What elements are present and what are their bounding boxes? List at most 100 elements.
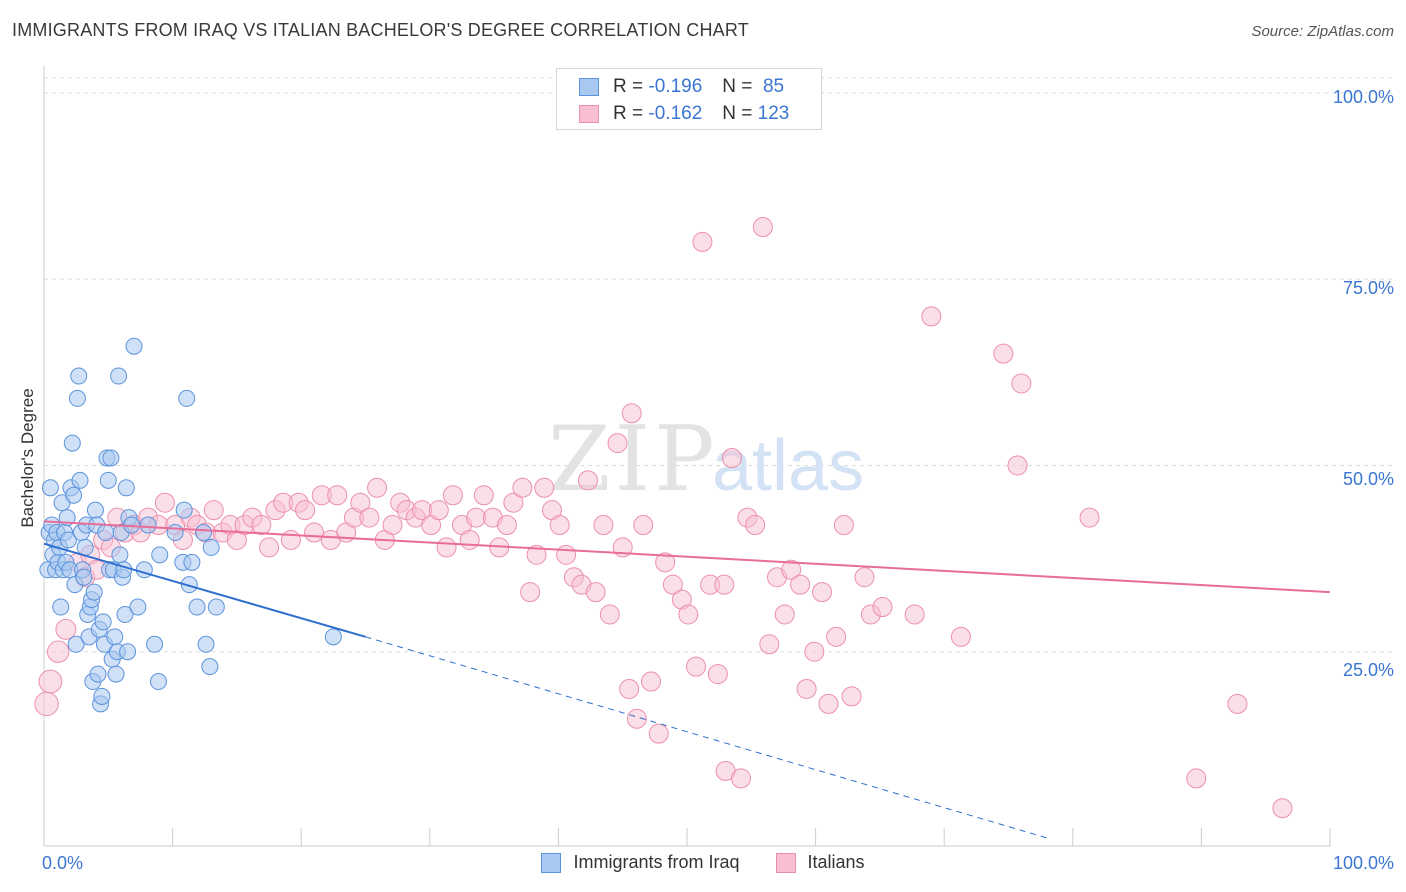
italians-point [251,515,272,536]
iraq-trend-extension [365,636,1048,839]
italians-point [722,448,743,468]
legend-r-value: -0.162 [648,103,703,124]
italians-point [350,492,371,513]
italians-point [781,559,802,580]
iraq-point [70,367,88,385]
italians-point [640,671,661,692]
italians-point [382,515,403,536]
italians-point [621,403,642,424]
italians-point [841,686,862,707]
italians-point [585,582,606,603]
italians-point [526,544,547,565]
legend-n-label: N = [722,76,753,97]
italians-point [359,507,380,528]
iraq-point [68,389,86,407]
italians-point [428,500,449,521]
italians-point [854,567,875,588]
italians-point [1272,798,1293,819]
italians-point [714,574,735,595]
iraq-point [106,628,124,646]
iraq-point [93,687,111,705]
iraq-point [97,524,115,542]
iraq-point [41,479,59,497]
italians-point [442,485,463,506]
iraq-point [71,471,89,489]
italians-point [619,678,640,699]
legend-swatch-iraq [541,852,562,873]
source-label: Source: ZipAtlas.com [1251,23,1394,40]
iraq-point [175,501,193,519]
iraq-point [52,598,70,616]
italians-point [826,626,847,647]
italians-point [1227,693,1248,714]
italians-point [745,515,766,536]
iraq-point [194,524,212,542]
iraq-point [202,538,220,556]
italians-point [790,574,811,595]
italians-point [759,634,780,655]
italians-point [436,537,457,558]
italians-trend-line [43,520,1331,594]
iraq-point [117,479,135,497]
iraq-point [59,531,77,549]
italians-point [655,552,676,573]
legend-n-label: N = [722,103,753,124]
italians-point [626,708,647,729]
legend-r-label: R = [613,103,644,124]
italians-point [686,656,707,677]
x-tick-label-max: 100.0% [1332,853,1394,873]
legend-swatch-iraq [579,78,599,96]
italians-point [833,515,854,536]
italians-point [473,485,494,506]
legend-swatch-italians [775,852,796,873]
italians-point [512,477,533,498]
legend-item-italians[interactable]: Italians [775,852,865,873]
iraq-point [207,598,225,616]
legend-r-label: R = [613,76,644,97]
iraq-point [94,613,112,631]
italians-point [812,582,833,603]
legend-label-iraq: Immigrants from Iraq [573,852,740,872]
italians-point [304,522,325,543]
italians-point [520,582,541,603]
iraq-point [119,643,137,661]
iraq-point [125,337,143,355]
italians-point [804,641,825,662]
italians-point [1186,768,1207,789]
trend-lines [43,520,1331,839]
iraq-point [107,665,125,683]
italians-point [731,768,752,789]
chart-title: IMMIGRANTS FROM IRAQ VS ITALIAN BACHELOR… [12,20,749,40]
iraq-point [67,635,85,653]
italians-point [38,669,63,694]
italians-point [593,515,614,536]
italians-point [599,604,620,625]
italians-point [904,604,925,625]
italians-point [752,217,773,238]
italians-point [774,604,795,625]
iraq-point [149,673,167,691]
italians-point [818,693,839,714]
italians-point [203,500,224,521]
italians-point [950,626,971,647]
iraq-point [86,501,104,519]
legend-n-value: 85 [762,76,785,97]
watermark: ZIP atlas [548,407,864,512]
iraq-point [146,635,164,653]
italians-point [1011,373,1032,394]
iraq-point [201,658,219,676]
italians-point [707,664,728,685]
iraq-point [178,389,196,407]
italians-point [55,618,77,640]
iraq-trend-line [43,542,366,638]
iraq-point [151,546,169,564]
y-tick-label: 25.0% [1342,660,1394,680]
iraq-point [75,568,93,586]
legend-item-iraq[interactable]: Immigrants from Iraq [541,852,740,873]
iraq-point [110,367,128,385]
italians-point [607,433,628,454]
legend-row-iraq: R = -0.196 N = 85 [579,74,784,100]
italians-point [648,723,669,744]
series-iraq-points [39,337,342,713]
